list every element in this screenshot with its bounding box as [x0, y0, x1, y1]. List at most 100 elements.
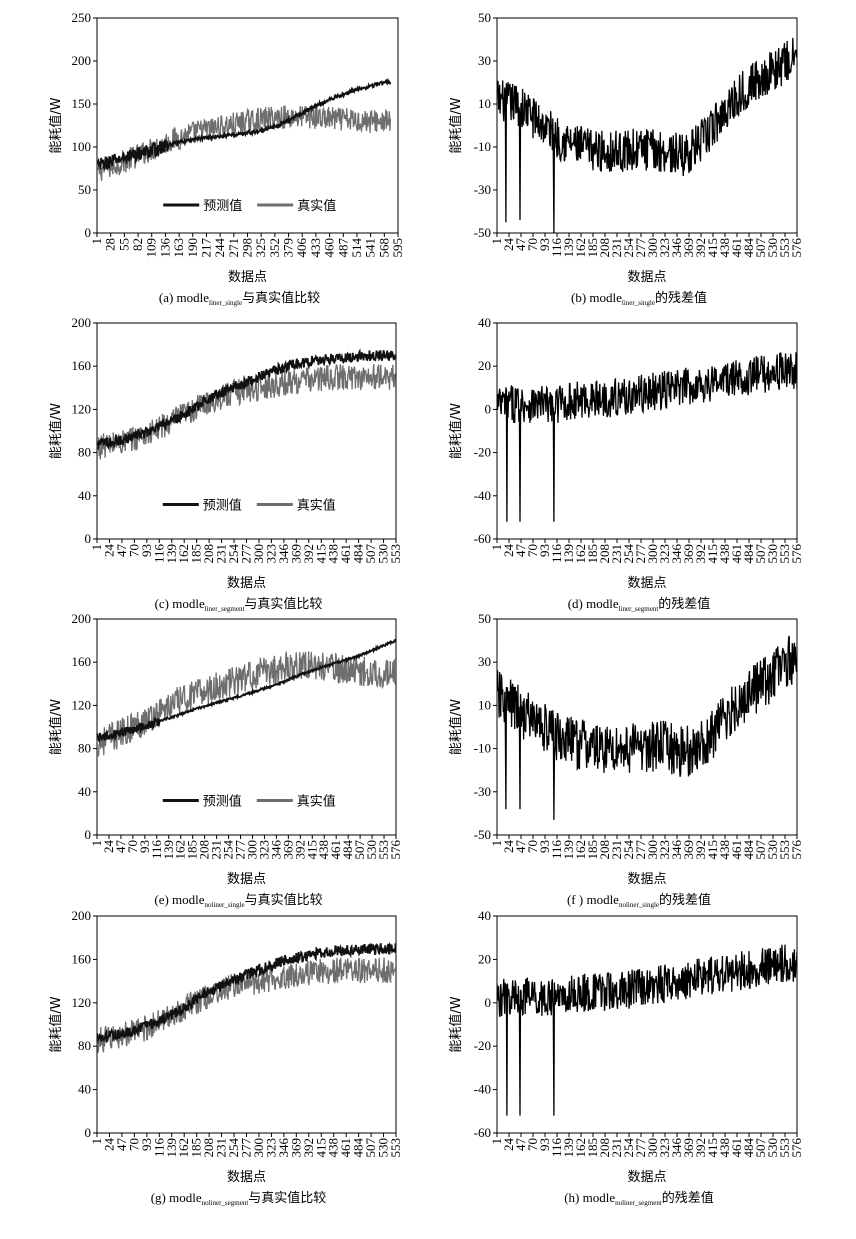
y-tick-label: 0 [85, 1125, 92, 1140]
x-axis-title: 数据点 [227, 576, 266, 591]
x-tick-label: 208 [597, 544, 612, 564]
x-tick-label: 507 [363, 1138, 378, 1158]
x-tick-label: 1 [489, 840, 504, 847]
x-tick-label: 369 [288, 544, 303, 564]
panel-caption: (a) modleliner_single与真实值比较 [159, 290, 320, 307]
caption-subscript: liner_single [622, 299, 655, 307]
caption-prefix: (f ) modle [567, 892, 619, 907]
caption-subscript: noliner_segment [615, 1199, 662, 1207]
y-tick-label: 150 [72, 96, 92, 111]
x-tick-label: 415 [705, 544, 720, 564]
x-tick-label: 82 [130, 238, 145, 251]
panel-a: 0 50 100 150 200 250 1285582109136163190217244… [48, 10, 405, 307]
y-tick-label: -20 [474, 1038, 491, 1053]
series-line-residual [497, 352, 797, 522]
y-axis-title: 能耗值/W [448, 97, 464, 153]
panel-c: 0 40 80 120 160 200 12447709311613916218520823… [48, 315, 403, 613]
x-tick-label: 369 [681, 840, 696, 860]
panel-caption: (g) modlenoliner_segment与真实值比较 [151, 1190, 327, 1207]
x-tick-label: 553 [777, 1138, 792, 1158]
x-tick-label: 139 [561, 544, 576, 564]
y-tick-label: -20 [474, 445, 491, 460]
x-tick-label: 231 [609, 840, 624, 860]
x-tick-label: 70 [126, 544, 141, 557]
x-tick-label: 70 [125, 840, 140, 853]
x-tick-label: 438 [717, 840, 732, 860]
x-tick-label: 139 [164, 544, 179, 564]
x-tick-label: 185 [585, 238, 600, 258]
x-tick-label: 47 [513, 544, 528, 558]
y-tick-label: 100 [72, 139, 92, 154]
x-tick-label: 530 [765, 544, 780, 564]
x-tick-label: 514 [349, 238, 364, 258]
x-tick-label: 254 [226, 1138, 241, 1158]
x-tick-label: 136 [157, 238, 172, 258]
panel-caption: (b) modleliner_single的残差值 [571, 290, 707, 307]
caption-suffix: 与真实值比较 [242, 290, 320, 306]
x-tick-label: 576 [789, 840, 804, 860]
plot-frame [496, 322, 798, 540]
x-tick-label: 568 [376, 238, 391, 258]
x-tick-label: 231 [214, 1138, 229, 1158]
y-tick-label: 40 [78, 784, 91, 799]
x-tick-label: 231 [214, 544, 229, 564]
x-tick-label: 300 [645, 238, 660, 258]
x-tick-label: 507 [363, 544, 378, 564]
x-tick-label: 254 [221, 840, 236, 860]
caption-prefix: (d) modle [568, 596, 619, 611]
x-tick-label: 116 [549, 544, 564, 564]
panel-h: -60 -40 -20 0 20 40 12447709311613916218520823… [448, 908, 804, 1207]
x-axis-title: 数据点 [627, 270, 666, 285]
legend-label-predicted: 预测值 [203, 793, 242, 809]
x-tick-label: 55 [116, 238, 131, 251]
x-tick-label: 185 [189, 544, 204, 564]
x-tick-label: 162 [573, 544, 588, 564]
y-tick-label: 0 [485, 995, 492, 1010]
x-tick-label: 93 [139, 1138, 154, 1151]
x-tick-label: 530 [376, 544, 391, 564]
x-axis-title: 数据点 [228, 270, 267, 285]
legend-label-actual: 真实值 [297, 793, 336, 809]
x-tick-label: 461 [338, 544, 353, 564]
x-tick-label: 576 [789, 238, 804, 258]
x-tick-label: 541 [363, 238, 378, 258]
x-tick-label: 231 [609, 544, 624, 564]
y-tick-label: -10 [474, 741, 491, 756]
x-tick-label: 507 [753, 544, 768, 564]
x-tick-label: 93 [537, 544, 552, 557]
x-tick-label: 116 [151, 544, 166, 564]
x-tick-label: 208 [201, 544, 216, 564]
x-tick-label: 406 [294, 238, 309, 258]
x-tick-label: 325 [253, 238, 268, 258]
x-tick-label: 162 [176, 1138, 191, 1158]
legend-label-actual: 真实值 [297, 198, 336, 214]
series-line-actual [97, 651, 396, 757]
series-line-predicted [97, 77, 392, 170]
x-tick-label: 254 [621, 840, 636, 860]
x-tick-label: 277 [239, 544, 254, 564]
x-tick-label: 277 [239, 1138, 254, 1158]
caption-prefix: (e) modle [154, 892, 204, 907]
series-line-residual [497, 37, 797, 233]
x-tick-label: 116 [549, 1138, 564, 1158]
x-tick-label: 185 [189, 1138, 204, 1158]
x-tick-label: 369 [681, 238, 696, 258]
y-tick-label: 200 [72, 611, 92, 626]
x-tick-label: 116 [151, 1138, 166, 1158]
x-tick-label: 162 [573, 1138, 588, 1158]
x-tick-label: 28 [103, 238, 118, 251]
x-tick-label: 277 [633, 544, 648, 564]
x-tick-label: 93 [537, 238, 552, 251]
x-tick-label: 484 [340, 840, 355, 860]
x-tick-label: 162 [573, 238, 588, 258]
x-tick-label: 162 [573, 840, 588, 860]
x-tick-label: 392 [693, 840, 708, 860]
y-tick-label: -30 [474, 182, 491, 197]
caption-suffix: 的残差值 [658, 596, 710, 612]
x-tick-label: 433 [308, 238, 323, 258]
x-tick-label: 208 [597, 238, 612, 258]
x-tick-label: 576 [789, 1138, 804, 1158]
y-tick-label: -60 [474, 1125, 491, 1140]
series-line-residual [497, 944, 797, 1116]
